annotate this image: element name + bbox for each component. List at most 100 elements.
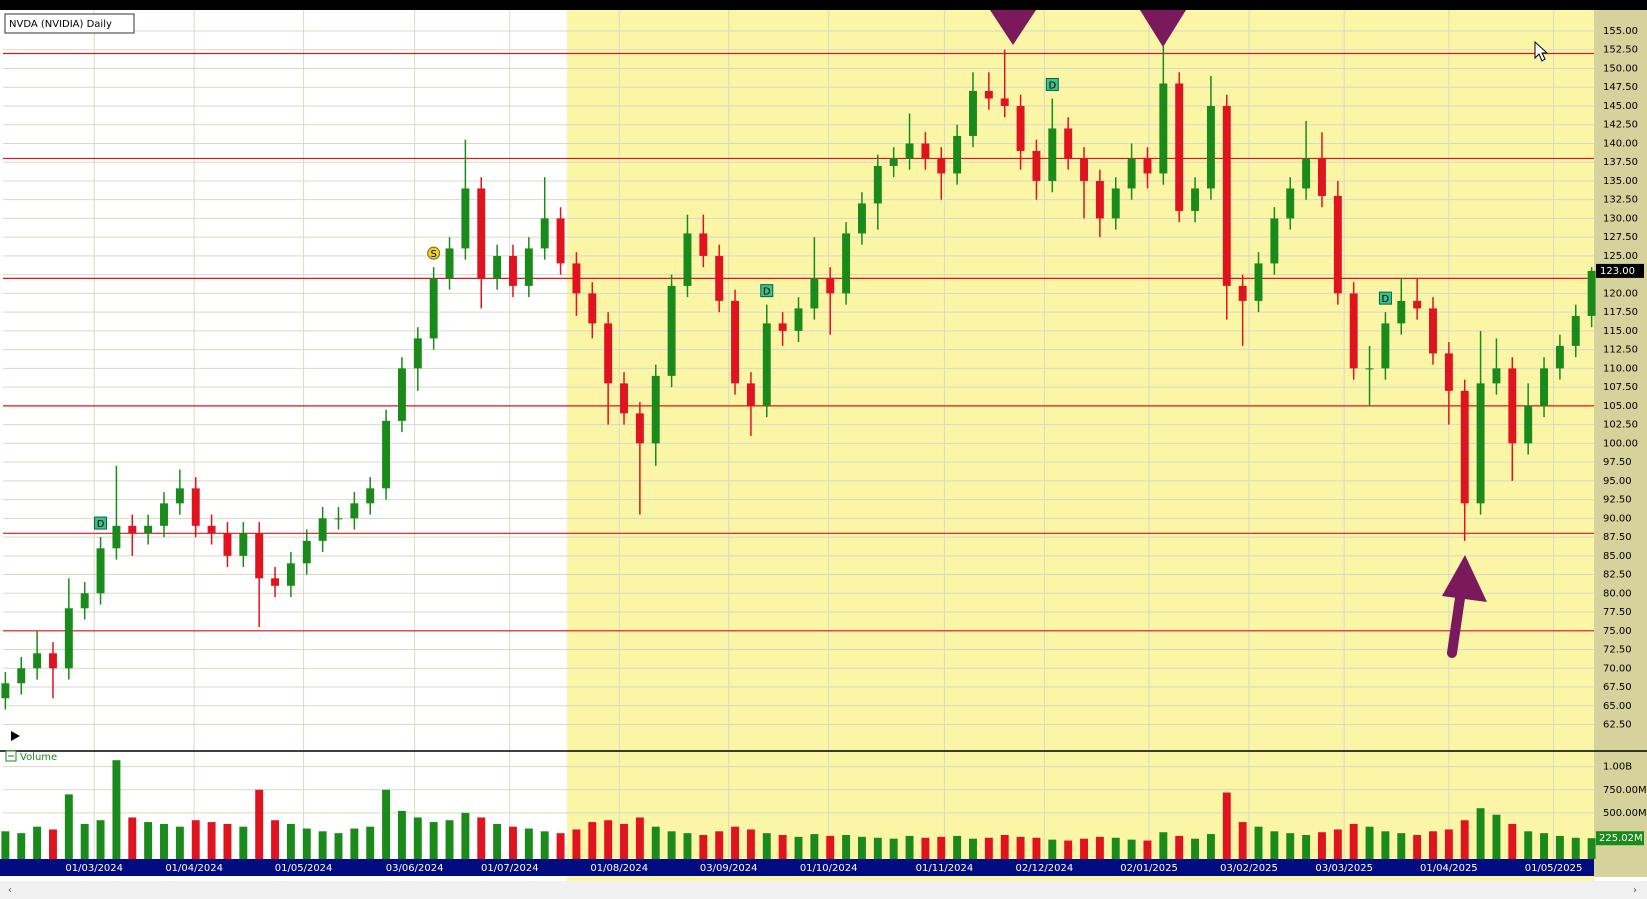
date-bar bbox=[0, 859, 1594, 876]
volume-tick-label: 750.00M bbox=[1603, 785, 1647, 796]
candle-body bbox=[937, 158, 946, 174]
volume-bar bbox=[683, 833, 692, 859]
candle-body bbox=[223, 533, 232, 556]
volume-bar bbox=[239, 826, 248, 859]
event-icon bbox=[760, 284, 774, 298]
candle-body bbox=[207, 525, 216, 534]
candle-body bbox=[1127, 158, 1136, 189]
candle-body bbox=[1492, 368, 1501, 384]
volume-bar bbox=[1222, 792, 1231, 859]
y-tick-label: 105.00 bbox=[1603, 401, 1638, 412]
volume-bar bbox=[1397, 833, 1406, 859]
candle-body bbox=[1, 683, 10, 699]
volume-bar bbox=[255, 789, 264, 859]
volume-bar bbox=[1349, 823, 1358, 859]
candle-body bbox=[429, 278, 438, 339]
volume-bar bbox=[588, 822, 597, 859]
volume-bar bbox=[778, 834, 787, 859]
x-tick-label: 01/04/2025 bbox=[1420, 863, 1478, 874]
candle-body bbox=[350, 503, 359, 519]
candle-body bbox=[461, 188, 470, 249]
volume-bar bbox=[1587, 838, 1596, 859]
volume-bar bbox=[128, 817, 137, 859]
marks: D S D D D bbox=[1, 45, 1596, 859]
volume-bar bbox=[80, 823, 89, 859]
candle-body bbox=[842, 233, 851, 294]
candle-body bbox=[96, 548, 105, 594]
volume-bar bbox=[477, 817, 486, 859]
volume-bar bbox=[1254, 826, 1263, 859]
candle-body bbox=[794, 308, 803, 331]
volume-bar bbox=[366, 826, 375, 859]
candle-body bbox=[1508, 368, 1517, 444]
y-tick-label: 117.50 bbox=[1603, 307, 1638, 318]
candle-body bbox=[873, 165, 882, 204]
candle-body bbox=[699, 233, 708, 256]
candle-body bbox=[1365, 368, 1374, 370]
candle-body bbox=[1540, 368, 1548, 406]
volume-bar bbox=[271, 820, 280, 859]
candle-body bbox=[1000, 98, 1009, 106]
volume-bar bbox=[445, 820, 454, 859]
volume-bar bbox=[699, 834, 708, 859]
y-tick-label: 85.00 bbox=[1603, 551, 1632, 562]
volume-bar bbox=[1032, 837, 1041, 859]
candle-body bbox=[953, 135, 962, 174]
candle-body bbox=[778, 323, 787, 331]
candle-body bbox=[191, 488, 200, 526]
top-bar bbox=[0, 0, 1647, 10]
x-tick-label: 01/07/2024 bbox=[481, 863, 539, 874]
candle-body bbox=[1444, 353, 1453, 391]
candle-body bbox=[509, 255, 517, 286]
candle-body bbox=[715, 255, 724, 301]
candle-body bbox=[413, 338, 422, 369]
scrollbar[interactable] bbox=[0, 881, 1647, 899]
scroll-right[interactable]: › bbox=[1633, 885, 1637, 896]
candle-body bbox=[1429, 308, 1437, 354]
expand-icon[interactable] bbox=[11, 731, 20, 741]
volume-bar bbox=[1508, 823, 1517, 859]
scroll-left[interactable]: ‹ bbox=[8, 885, 12, 896]
volume-bar bbox=[635, 817, 644, 859]
y-tick-label: 130.00 bbox=[1603, 213, 1638, 224]
candle-body bbox=[33, 653, 42, 669]
volume-bar bbox=[33, 826, 42, 859]
volume-bar bbox=[429, 822, 438, 859]
volume-bar bbox=[921, 837, 930, 859]
x-tick-label: 01/05/2025 bbox=[1525, 863, 1583, 874]
event-icon bbox=[1378, 291, 1392, 305]
volume-bar bbox=[493, 823, 502, 859]
candle-body bbox=[239, 533, 248, 556]
candle-body bbox=[1286, 188, 1295, 219]
candle-body bbox=[588, 293, 597, 324]
volume-bar bbox=[17, 833, 26, 859]
event-icon bbox=[1045, 77, 1059, 91]
volume-bar bbox=[160, 823, 168, 859]
candle-body bbox=[366, 488, 375, 504]
volume-bar bbox=[604, 820, 613, 859]
arrow-shaft bbox=[1447, 593, 1465, 658]
candle-body bbox=[1397, 300, 1406, 324]
volume-bar bbox=[620, 823, 628, 859]
volume-bar bbox=[842, 834, 851, 859]
volume-bar bbox=[1286, 833, 1295, 859]
candle-body bbox=[286, 563, 295, 586]
volume-bar bbox=[857, 836, 866, 859]
volume-bar bbox=[318, 831, 327, 859]
event-icon bbox=[427, 246, 441, 260]
x-tick-label: 01/05/2024 bbox=[275, 863, 333, 874]
candle-body bbox=[1095, 180, 1104, 219]
candle-body bbox=[1587, 270, 1596, 316]
x-tick-label: 01/11/2024 bbox=[916, 863, 974, 874]
candle-body bbox=[1159, 83, 1168, 174]
chart-title: NVDA (NVIDIA) Daily bbox=[9, 19, 112, 30]
event-label: D bbox=[1048, 80, 1056, 91]
candle-body bbox=[857, 203, 866, 234]
x-tick-label: 01/08/2024 bbox=[590, 863, 648, 874]
volume-bar bbox=[1191, 838, 1200, 859]
y-tick-label: 150.00 bbox=[1603, 63, 1638, 74]
volume-bar bbox=[461, 812, 470, 859]
highlight-region bbox=[567, 10, 1594, 887]
volume-bar bbox=[1000, 834, 1009, 859]
